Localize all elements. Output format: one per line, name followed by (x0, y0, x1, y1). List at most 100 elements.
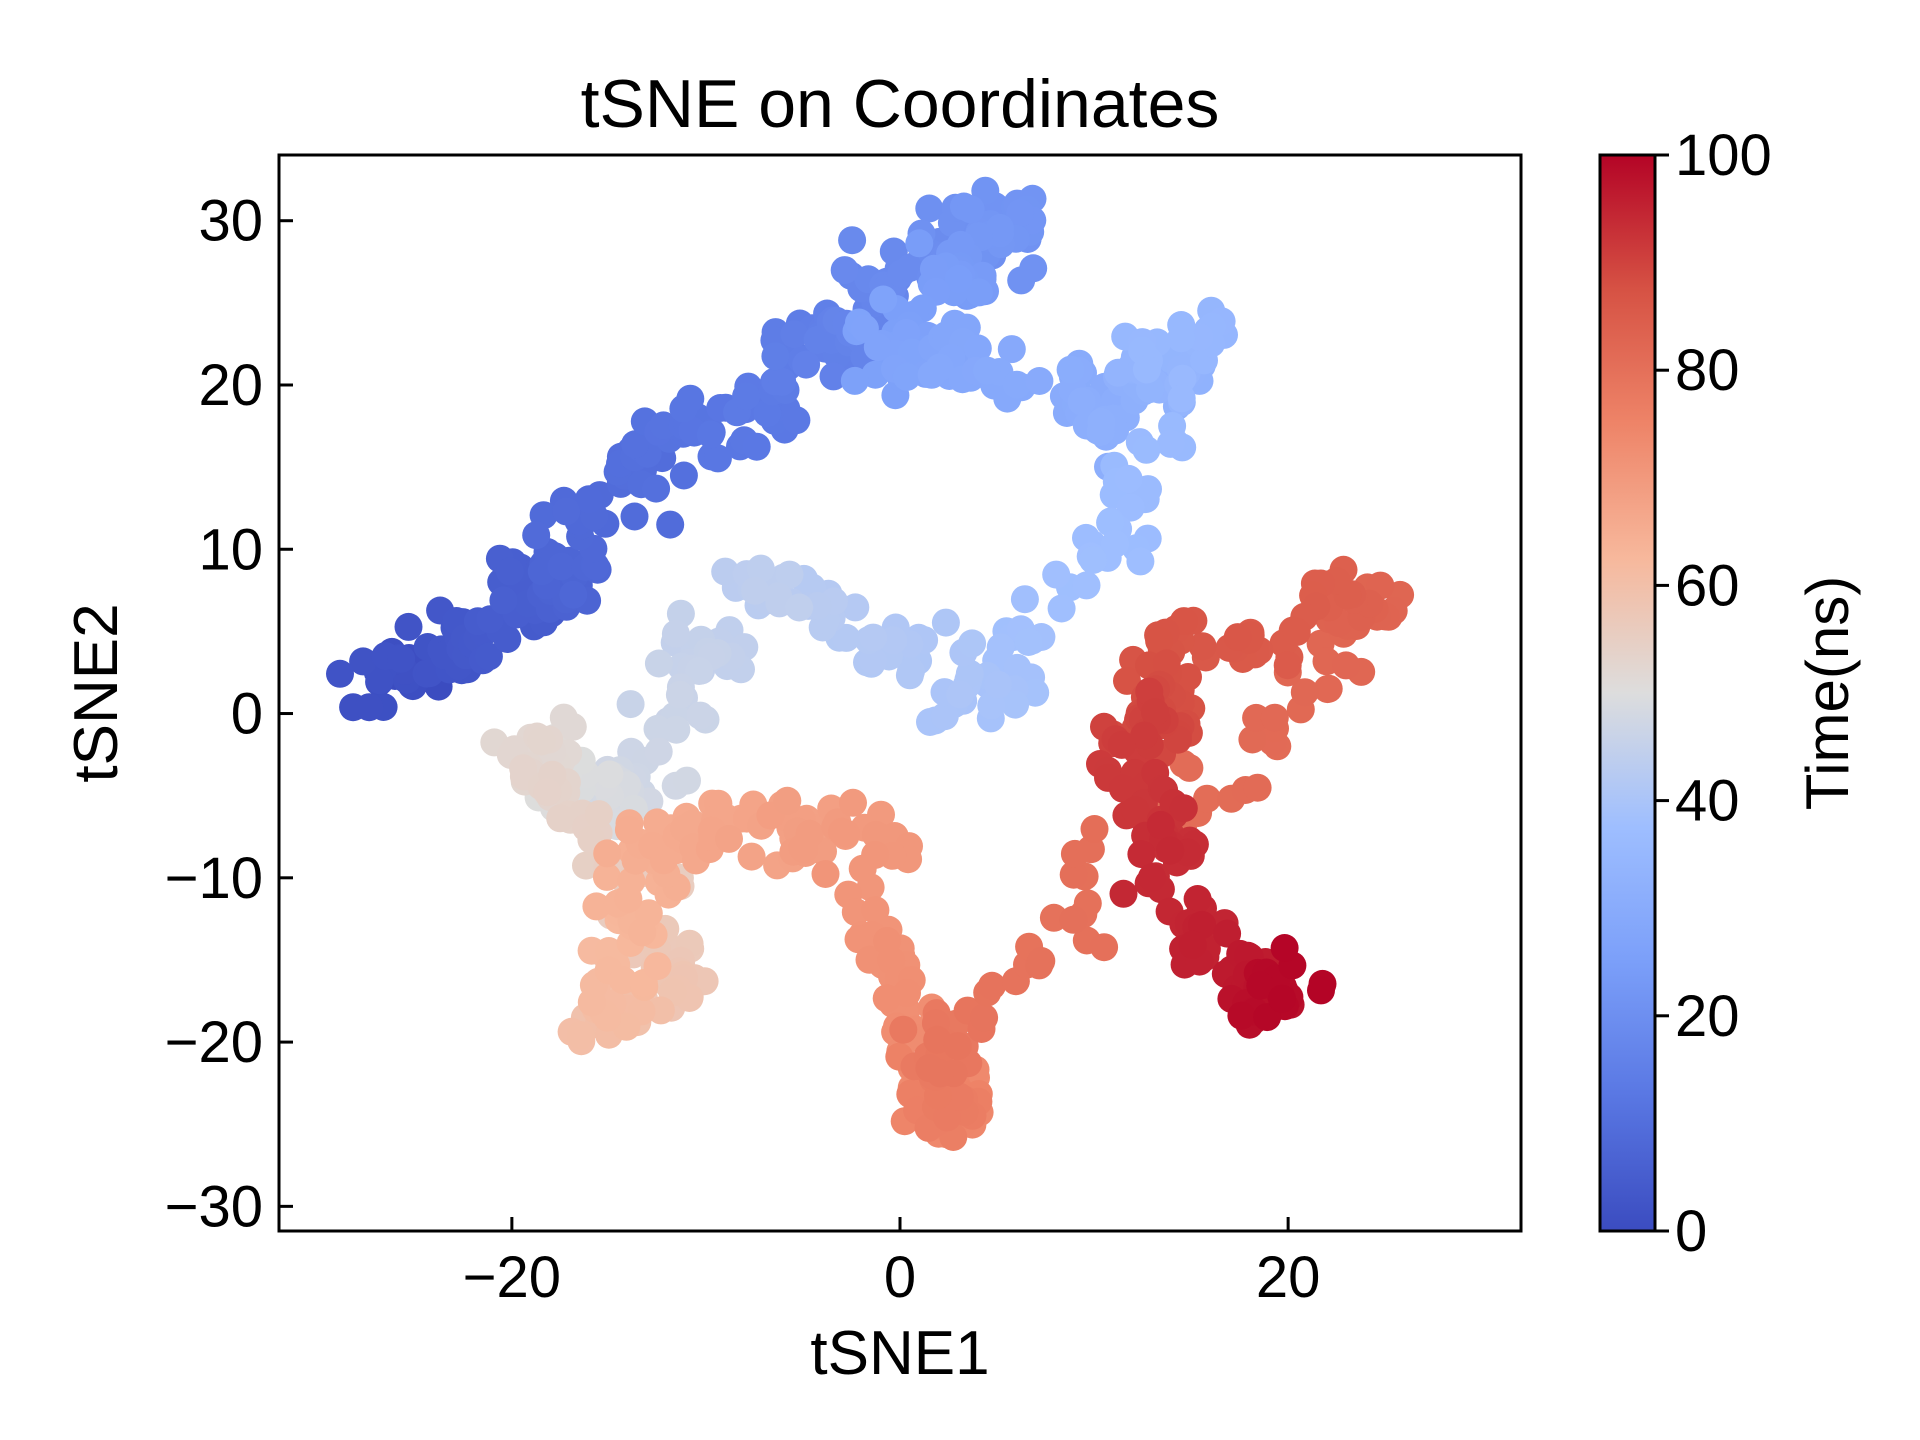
scatter-point (1273, 651, 1302, 680)
scatter-point (1168, 364, 1197, 393)
scatter-point (1080, 815, 1109, 843)
y-axis-ticks: −30 −20 −10 0 10 20 30 (165, 189, 293, 1239)
scatter-point (746, 554, 775, 583)
scatter-point (1042, 560, 1071, 589)
scatter-point (838, 226, 867, 255)
scatter-point (946, 230, 975, 259)
scatter-point (1332, 651, 1360, 680)
scatter-point (893, 979, 921, 1007)
scatter-point (1109, 879, 1138, 908)
scatter-point (1141, 698, 1169, 727)
scatter-point (1152, 649, 1181, 678)
scatter-point (1137, 863, 1166, 892)
colorbar-tick-label: 100 (1675, 123, 1772, 188)
colorbar-ticks: 0 20 40 60 80 100 (1655, 123, 1772, 1264)
scatter-point (1096, 508, 1125, 537)
scatter-point (533, 778, 562, 807)
scatter-point (1130, 721, 1159, 750)
scatter-point (780, 320, 809, 349)
scatter-point (1243, 773, 1272, 802)
scatter-point (1307, 976, 1335, 1005)
scatter-point (1001, 690, 1030, 719)
colorbar-tick-label: 80 (1675, 338, 1740, 403)
colorbar-label: Time(ns) (1794, 576, 1861, 810)
scatter-point (892, 362, 921, 391)
scatter-point (1260, 703, 1289, 732)
scatter-point (711, 557, 740, 586)
scatter-point (925, 353, 954, 382)
scatter-point (1183, 885, 1212, 913)
scatter-point (869, 285, 898, 314)
scatter-point (863, 333, 892, 362)
colorbar (1598, 153, 1657, 1233)
scatter-point (832, 623, 861, 652)
colorbar-tick-label: 20 (1675, 984, 1740, 1049)
y-tick-label: 30 (198, 189, 263, 254)
scatter-point (1188, 632, 1217, 661)
scatter-point (861, 896, 890, 925)
scatter-point (1079, 546, 1108, 574)
scatter-point (819, 362, 848, 391)
scatter-point (930, 702, 959, 731)
scatter-point (326, 659, 354, 688)
scatter-point (582, 892, 611, 921)
scatter-point (649, 411, 678, 440)
scatter-point (572, 851, 600, 880)
scatter-point (915, 194, 944, 223)
scatter-point (1227, 1001, 1256, 1030)
scatter-point (1223, 623, 1252, 652)
x-axis-label: tSNE1 (810, 1319, 989, 1388)
scatter-point (715, 824, 743, 853)
scatter-point (574, 485, 603, 514)
scatter-point (1027, 947, 1056, 975)
scatter-point (616, 690, 645, 719)
scatter-point (665, 680, 694, 709)
scatter-point (742, 432, 771, 461)
scatter-point (355, 693, 384, 722)
scatter-point (1167, 384, 1196, 413)
scatter-point (1007, 266, 1036, 295)
scatter-point (943, 1032, 972, 1061)
scatter-point (811, 860, 840, 888)
scatter-point (958, 629, 987, 658)
scatter-point (1067, 387, 1096, 416)
x-axis-ticks: −20 0 20 (463, 1217, 1320, 1310)
scatter-point (644, 649, 673, 678)
scatter-point (1059, 905, 1088, 934)
scatter-point (915, 1054, 944, 1083)
scatter-point (584, 800, 613, 829)
scatter-point (643, 952, 672, 981)
scatter-point (873, 927, 902, 955)
scatter-point (859, 623, 888, 652)
scatter-points (326, 176, 1415, 1151)
scatter-point (973, 356, 1001, 385)
scatter-point (1270, 934, 1299, 962)
scatter-point (609, 966, 638, 995)
scatter-point (827, 817, 856, 846)
scatter-point (522, 521, 551, 550)
scatter-point (1282, 618, 1311, 646)
scatter-point (732, 382, 761, 411)
scatter-point (1107, 730, 1136, 759)
scatter-point (656, 510, 685, 539)
scatter-point (547, 552, 576, 581)
scatter-point (594, 937, 623, 965)
y-axis-label: tSNE2 (62, 603, 131, 782)
scatter-point (1156, 429, 1185, 458)
scatter-point (839, 788, 867, 817)
scatter-point (474, 642, 503, 671)
y-tick-label: −30 (165, 1174, 263, 1239)
scatter-point (634, 899, 663, 928)
scatter-point (956, 195, 985, 224)
scatter-point (964, 278, 993, 307)
scatter-point (856, 873, 885, 902)
scatter-point (552, 497, 581, 526)
scatter-point (944, 264, 973, 293)
scatter-point (970, 1003, 999, 1032)
colorbar-tick-label: 40 (1675, 769, 1740, 834)
scatter-point (661, 619, 690, 648)
scatter-point (593, 839, 622, 868)
y-tick-label: 10 (198, 517, 263, 582)
scatter-point (592, 862, 621, 891)
